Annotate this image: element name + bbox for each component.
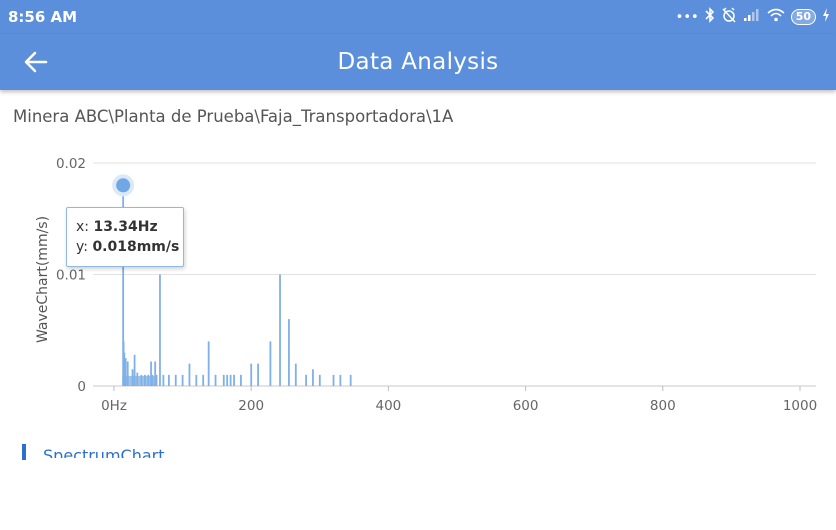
signal-icon: [743, 8, 761, 26]
status-bar: 8:56 AM ••• 50: [0, 0, 836, 34]
app-bar: Data Analysis: [0, 34, 836, 90]
chart-ticks: 0 0.01 0.02 0Hz 200 400 600 800 1000: [56, 156, 817, 414]
chart-grid: [93, 162, 816, 387]
y-tick-label: 0.01: [56, 268, 86, 284]
breadcrumb: Minera ABC\Planta de Prueba\Faja_Transpo…: [13, 107, 454, 126]
back-button[interactable]: [20, 46, 54, 78]
bluetooth-icon: [705, 7, 715, 27]
chart-tooltip: x: 13.34Hz y: 0.018mm/s: [66, 207, 184, 267]
y-tick-label: 0.02: [56, 156, 86, 172]
page-title: Data Analysis: [337, 49, 499, 75]
wifi-icon: [767, 8, 785, 26]
chart-bars: [122, 185, 352, 386]
x-tick-label: 0Hz: [101, 398, 127, 414]
tooltip-x-value: 13.34Hz: [93, 219, 158, 235]
section-title[interactable]: SpectrumChart: [43, 446, 165, 458]
x-tick-label: 600: [513, 398, 539, 414]
x-tick-label: 800: [650, 398, 676, 414]
status-time: 8:56 AM: [8, 8, 78, 26]
highlight-point: [116, 178, 131, 193]
x-tick-label: 200: [238, 398, 264, 414]
y-tick-label: 0: [77, 379, 86, 395]
tooltip-y-label: y:: [76, 239, 93, 255]
alarm-off-icon: [721, 7, 737, 27]
chart-highlight: [112, 174, 135, 197]
tooltip-x-label: x:: [76, 219, 94, 235]
tooltip-x: x: 13.34Hz: [76, 217, 183, 237]
arrow-left-icon: [24, 51, 48, 73]
tooltip-y-value: 0.018mm/s: [92, 239, 180, 255]
status-icons: ••• 50: [676, 7, 830, 27]
battery-icon: 50: [790, 9, 816, 25]
wave-chart[interactable]: 0 0.01 0.02 0Hz 200 400 600 800 1000 WaveChart(m…: [0, 140, 836, 430]
y-axis-label: WaveChart(mm/s): [35, 216, 51, 343]
section-marker: [22, 444, 26, 460]
more-icon: •••: [675, 9, 699, 25]
charging-icon: [822, 8, 830, 26]
tooltip-y: y: 0.018mm/s: [76, 237, 183, 257]
x-tick-label: 400: [376, 398, 402, 414]
noise-floor: [122, 375, 157, 386]
x-tick-label: 1000: [783, 398, 817, 414]
